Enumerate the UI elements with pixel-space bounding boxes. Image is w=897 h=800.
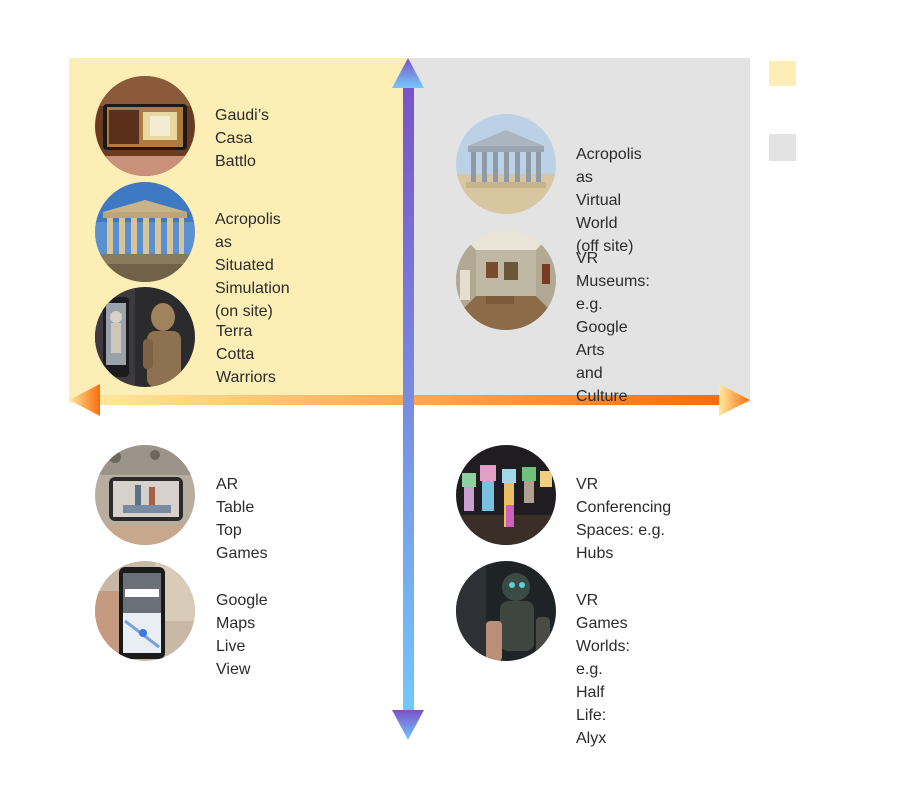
item-label: Gaudi’s Casa Battlo — [215, 107, 269, 170]
avatars-icon — [456, 445, 556, 545]
quadrant-top-right — [409, 58, 750, 403]
item-label: Terra Cotta Warriors — [216, 323, 276, 386]
vertical-axis-arrow — [392, 58, 424, 740]
gallery-room-icon — [456, 230, 556, 330]
game-soldier-icon — [456, 561, 556, 661]
horizontal-axis-arrow — [69, 384, 750, 416]
tabletop-phone-icon — [95, 445, 195, 545]
warrior-statue-icon — [95, 287, 195, 387]
item-label: Acropolis as Situated Simulation (on sit… — [215, 211, 290, 320]
parthenon-render-icon — [456, 114, 556, 214]
item-label: VR Conferencing Spaces: e.g. Hubs — [576, 476, 672, 562]
maps-phone-icon — [95, 561, 195, 661]
item-label: Google Maps Live View — [216, 592, 268, 678]
item-label: VR Museums: e.g. Google Arts and Culture — [576, 250, 650, 405]
item-label: Acropolis as Virtual World (off site) — [576, 146, 642, 255]
phone-ar-interior-icon — [95, 76, 195, 176]
item-label: VR Games Worlds: e.g. Half Life: Alyx — [576, 592, 630, 747]
parthenon-photo-icon — [95, 182, 195, 282]
legend-swatch-yellow — [769, 61, 796, 86]
item-label: AR Table Top Games — [216, 476, 268, 562]
legend-swatch-gray — [769, 134, 796, 161]
